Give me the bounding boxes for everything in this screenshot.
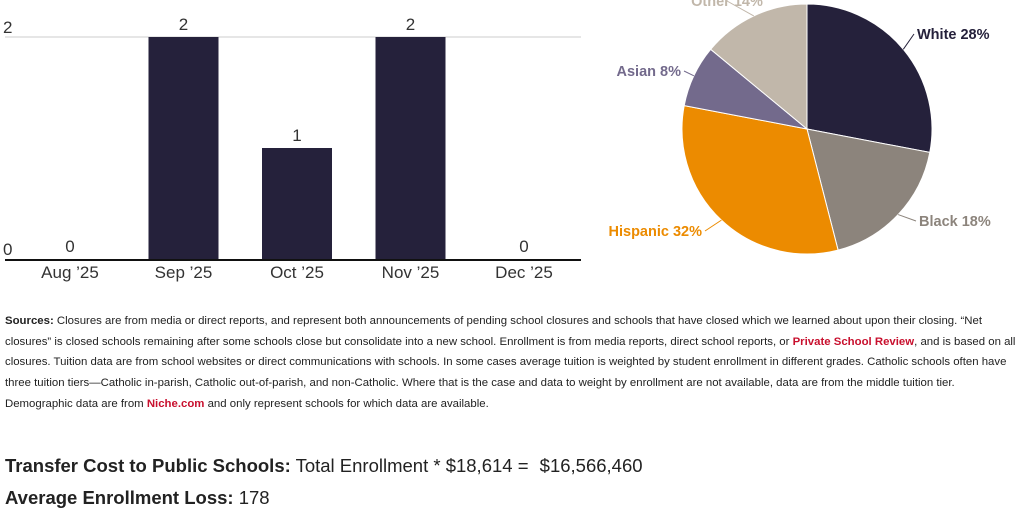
pie-slice-label: White 28%	[917, 27, 990, 43]
x-tick-label: Oct ’25	[270, 263, 324, 282]
sources-text-2: , and is based on all closures. Tuition …	[5, 335, 1016, 410]
bar-value-label: 1	[292, 126, 301, 145]
x-tick-label: Nov ’25	[382, 263, 440, 282]
x-tick-label: Sep ’25	[155, 263, 213, 282]
pie-leader-line	[897, 214, 917, 222]
bar	[148, 37, 219, 259]
sources-heading: Sources:	[5, 315, 54, 327]
transfer-cost-line: Transfer Cost to Public Schools: Total E…	[5, 455, 643, 477]
bar	[375, 37, 446, 259]
pie-leader-line	[704, 219, 722, 232]
sources-note: Sources: Closures are from media or dire…	[5, 311, 1017, 415]
bar-value-label: 2	[406, 15, 415, 34]
y-tick-label: 0	[3, 240, 12, 259]
average-loss-value: 178	[238, 487, 270, 508]
average-loss-label: Average Enrollment Loss:	[5, 487, 234, 508]
pie-slice	[709, 3, 808, 131]
niche-link[interactable]: Niche.com	[146, 397, 205, 410]
pie-slice-label: Black 18%	[919, 214, 991, 230]
pie-slice-label: Hispanic 32%	[609, 224, 703, 240]
bar	[262, 148, 332, 259]
bar-value-label: 0	[519, 237, 528, 256]
bar-value-label: 2	[179, 15, 188, 34]
pie-slice	[681, 104, 839, 255]
transfer-cost-formula: Total Enrollment * $18,614 =	[290, 455, 534, 476]
demographics-pie-chart: White 28% Black 18% Hispanic 32% Asian 8% Ot…	[609, 0, 991, 255]
x-tick-label: Aug ’25	[41, 263, 99, 282]
transfer-cost-value: $16,566,460	[539, 455, 643, 476]
pie-slice-label: Other 14%	[691, 0, 763, 10]
transfer-cost-label: Transfer Cost to Public Schools:	[5, 455, 291, 476]
pie-leader-line	[726, 0, 755, 17]
pie-leader-line	[683, 70, 695, 77]
sources-text-3: and only represent schools for which dat…	[204, 397, 489, 410]
private-school-review-link[interactable]: Private School Review	[792, 335, 915, 348]
average-loss-line: Average Enrollment Loss: 178	[5, 487, 270, 509]
y-tick-label: 2	[3, 18, 12, 37]
x-tick-label: Dec ’25	[495, 263, 553, 282]
sources-text-1: Closures are from media or direct report…	[5, 315, 982, 348]
pie-slice	[806, 3, 933, 154]
pie-slice-label: Asian 8%	[617, 64, 682, 80]
bar-value-label: 0	[65, 237, 74, 256]
pie-leader-line	[902, 33, 915, 50]
closures-bar-chart: 0 2 0 Aug ’25 2 Sep ’25 1 Oct ’25 2 Nov ’25 0 Dec ’…	[3, 15, 581, 282]
